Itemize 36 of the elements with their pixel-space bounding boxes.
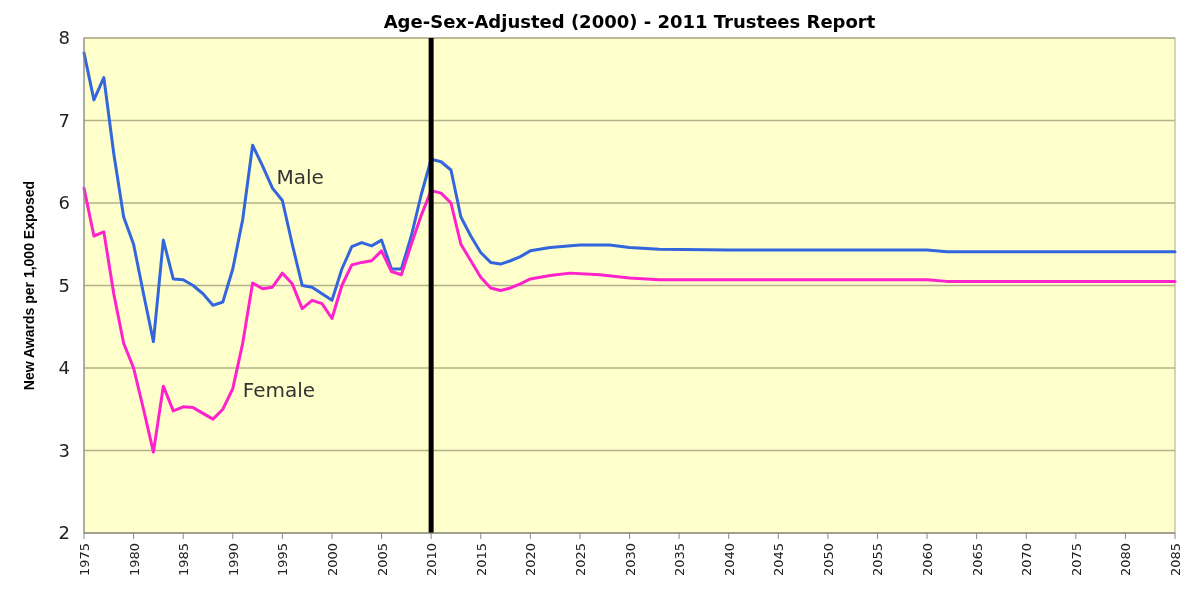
x-tick-label: 2075 bbox=[1068, 543, 1084, 577]
x-tick-label: 2055 bbox=[870, 543, 886, 577]
line-series bbox=[82, 51, 1177, 344]
x-tick-label: 2005 bbox=[374, 543, 390, 577]
y-tick-label: 6 bbox=[58, 192, 70, 214]
x-tick-label: 2020 bbox=[523, 543, 539, 577]
x-tick-label: 2060 bbox=[920, 543, 936, 577]
x-tick-label: 1980 bbox=[126, 543, 142, 577]
y-tick-label: 8 bbox=[58, 27, 70, 49]
line-series bbox=[82, 186, 1177, 454]
x-tick-label: 2070 bbox=[1019, 543, 1035, 577]
y-tick-label: 2 bbox=[58, 522, 70, 544]
x-tick-label: 2030 bbox=[622, 543, 638, 577]
x-tick-label: 2010 bbox=[424, 543, 440, 577]
x-tick-label: 2080 bbox=[1118, 543, 1134, 577]
x-tick-label: 2040 bbox=[721, 543, 737, 577]
y-tick-label: 7 bbox=[58, 109, 70, 131]
x-tick-label: 1985 bbox=[176, 543, 192, 577]
x-tick-label: 2045 bbox=[771, 543, 787, 577]
x-tick-label: 2025 bbox=[572, 543, 588, 577]
x-tick-label: 2065 bbox=[969, 543, 985, 577]
y-tick-label: 5 bbox=[58, 274, 70, 296]
x-tick-label: 2035 bbox=[672, 543, 688, 577]
x-tick-label: 1995 bbox=[275, 543, 291, 577]
x-tick-label: 1975 bbox=[77, 543, 92, 577]
y-tick-label: 4 bbox=[58, 357, 70, 379]
x-tick-label: 2015 bbox=[473, 543, 489, 577]
series-label: Female bbox=[242, 377, 316, 402]
x-tick-label: 2050 bbox=[820, 543, 836, 577]
x-tick-label: 2085 bbox=[1168, 543, 1183, 577]
x-tick-label: 2000 bbox=[324, 543, 340, 577]
chart-title: Age-Sex-Adjusted (2000) - 2011 Trustees Report bbox=[383, 11, 876, 32]
y-axis-title: New Awards per 1,000 Exposed bbox=[21, 180, 37, 391]
x-tick-label: 1990 bbox=[225, 543, 241, 577]
y-tick-label: 3 bbox=[58, 439, 70, 461]
series-label: Male bbox=[276, 164, 324, 189]
